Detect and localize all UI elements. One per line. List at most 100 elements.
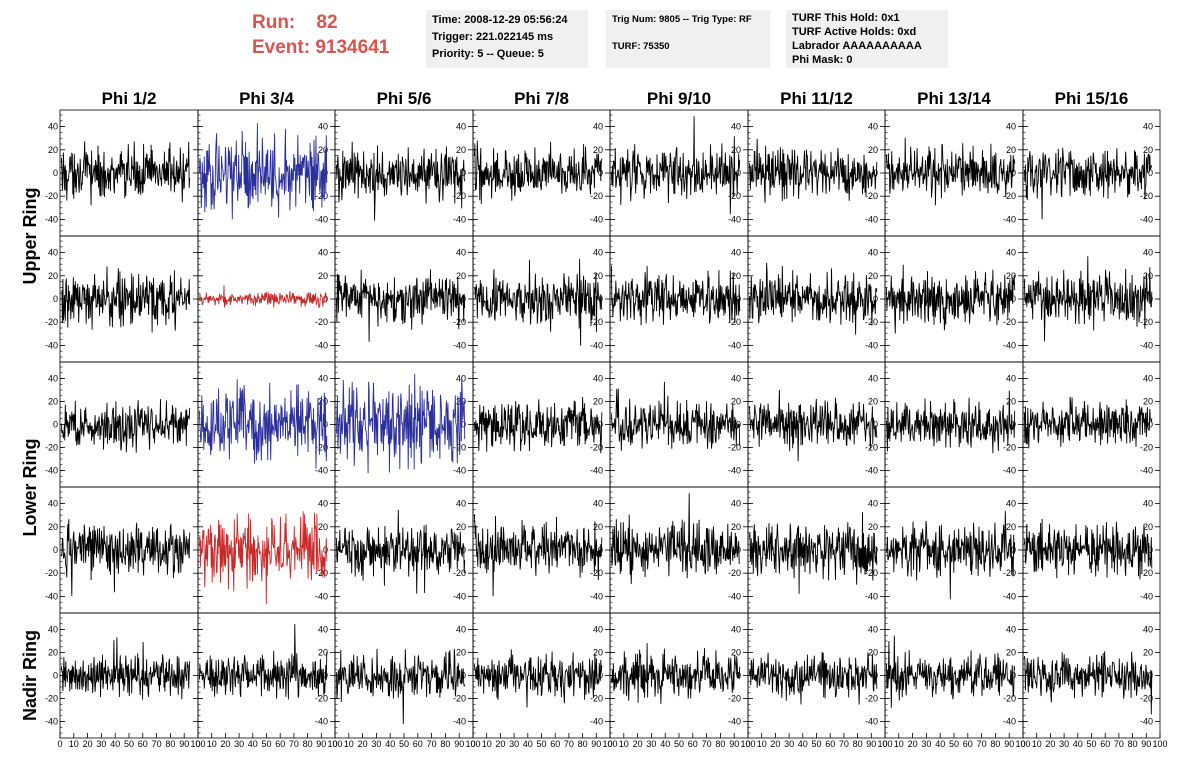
x-tick-label: 0 [882,739,887,749]
x-tick-label: 70 [1114,739,1124,749]
waveform-trace [335,373,466,474]
event-label: Event: [252,37,311,58]
waveform-trace [885,390,1016,454]
y-tick-label: 0 [53,671,58,681]
y-tick-label: -40 [728,340,741,350]
y-tick-label: -20 [590,191,603,201]
y-tick-label: 20 [868,397,878,407]
y-tick-label: 20 [456,522,466,532]
x-tick-label: 30 [1059,739,1069,749]
y-tick-label: 40 [868,248,878,258]
y-tick-label: 40 [593,374,603,384]
waveform-trace [198,123,328,220]
y-tick-label: -20 [453,317,466,327]
priority-line: Priority: 5 -- Queue: 5 [432,48,544,60]
run-event-box: Run: 82 Event: 9134641 [252,10,412,68]
y-tick-label: -20 [315,443,328,453]
run-value: 82 [316,12,338,33]
x-tick-label: 60 [688,739,698,749]
y-tick-label: -20 [453,191,466,201]
y-tick-label: 20 [1006,397,1016,407]
y-tick-label: 40 [456,625,466,635]
y-tick-label: 40 [731,374,741,384]
waveform-trace [610,116,741,215]
y-tick-label: -40 [865,466,878,476]
y-tick-label: -40 [865,340,878,350]
y-tick-label: -20 [315,317,328,327]
waveform-trace [198,623,328,700]
x-tick-label: 100 [602,739,617,749]
y-tick-label: 40 [1143,499,1153,509]
y-tick-label: 40 [456,374,466,384]
x-tick-label: 70 [977,739,987,749]
x-tick-label: 50 [399,739,409,749]
x-tick-label: 70 [564,739,574,749]
x-tick-label: 10 [894,739,904,749]
x-tick-label: 70 [152,739,162,749]
y-tick-label: -20 [45,568,58,578]
x-tick-label: 80 [303,739,313,749]
y-tick-label: 0 [736,294,741,304]
y-tick-label: -20 [1003,694,1016,704]
waveform-trace [473,140,603,205]
y-tick-label: -20 [315,694,328,704]
y-tick-label: -40 [315,214,328,224]
y-tick-label: 40 [731,248,741,258]
y-tick-label: 20 [1006,648,1016,658]
x-tick-label: 30 [371,739,381,749]
y-tick-label: -40 [590,214,603,224]
waveform-trace [1023,651,1153,715]
y-tick-label: 20 [318,522,328,532]
y-tick-label: 20 [868,522,878,532]
y-tick-label: -20 [865,694,878,704]
y-tick-label: 0 [873,545,878,555]
column-header: Phi 1/2 [102,89,157,108]
y-tick-label: 20 [456,648,466,658]
y-tick-label: -40 [1140,466,1153,476]
y-tick-label: 0 [53,294,58,304]
x-tick-label: 0 [195,739,200,749]
y-tick-label: 40 [593,499,603,509]
y-tick-label: -20 [45,191,58,201]
x-tick-label: 10 [69,739,79,749]
waveform-trace [610,265,741,326]
x-tick-label: 70 [289,739,299,749]
y-tick-label: -40 [45,717,58,727]
y-tick-label: -40 [1140,591,1153,601]
y-tick-label: 40 [1143,625,1153,635]
y-tick-label: -20 [865,568,878,578]
y-tick-label: 40 [1143,374,1153,384]
y-tick-label: 40 [1006,248,1016,258]
x-tick-label: 60 [275,739,285,749]
x-tick-label: 60 [963,739,973,749]
y-tick-label: 0 [53,420,58,430]
y-tick-label: 40 [48,499,58,509]
y-tick-label: 20 [456,271,466,281]
y-tick-label: -20 [1140,568,1153,578]
y-tick-label: 0 [1011,671,1016,681]
y-tick-label: 20 [318,397,328,407]
turf-active-line: TURF Active Holds: 0xd [792,26,917,38]
y-tick-label: 20 [593,397,603,407]
x-tick-label: 0 [470,739,475,749]
y-tick-label: 20 [868,271,878,281]
column-header: Phi 5/6 [377,89,432,108]
y-tick-label: -20 [865,443,878,453]
x-tick-label: 50 [674,739,684,749]
y-tick-label: 20 [868,145,878,155]
y-tick-label: -40 [453,717,466,727]
time-line: Time: 2008-12-29 05:56:24 [432,14,568,26]
y-tick-label: 20 [1143,397,1153,407]
y-tick-label: 40 [1143,122,1153,132]
y-tick-label: 20 [318,648,328,658]
y-tick-label: -20 [1003,317,1016,327]
y-tick-label: -40 [453,466,466,476]
waveform-trace [885,264,1016,334]
waveform-trace [748,389,878,462]
y-tick-label: 40 [48,122,58,132]
y-tick-label: -40 [45,340,58,350]
waveform-trace [885,510,1016,600]
y-tick-label: 20 [731,522,741,532]
y-tick-label: -40 [1140,214,1153,224]
ring-label: Nadir Ring [20,630,40,721]
